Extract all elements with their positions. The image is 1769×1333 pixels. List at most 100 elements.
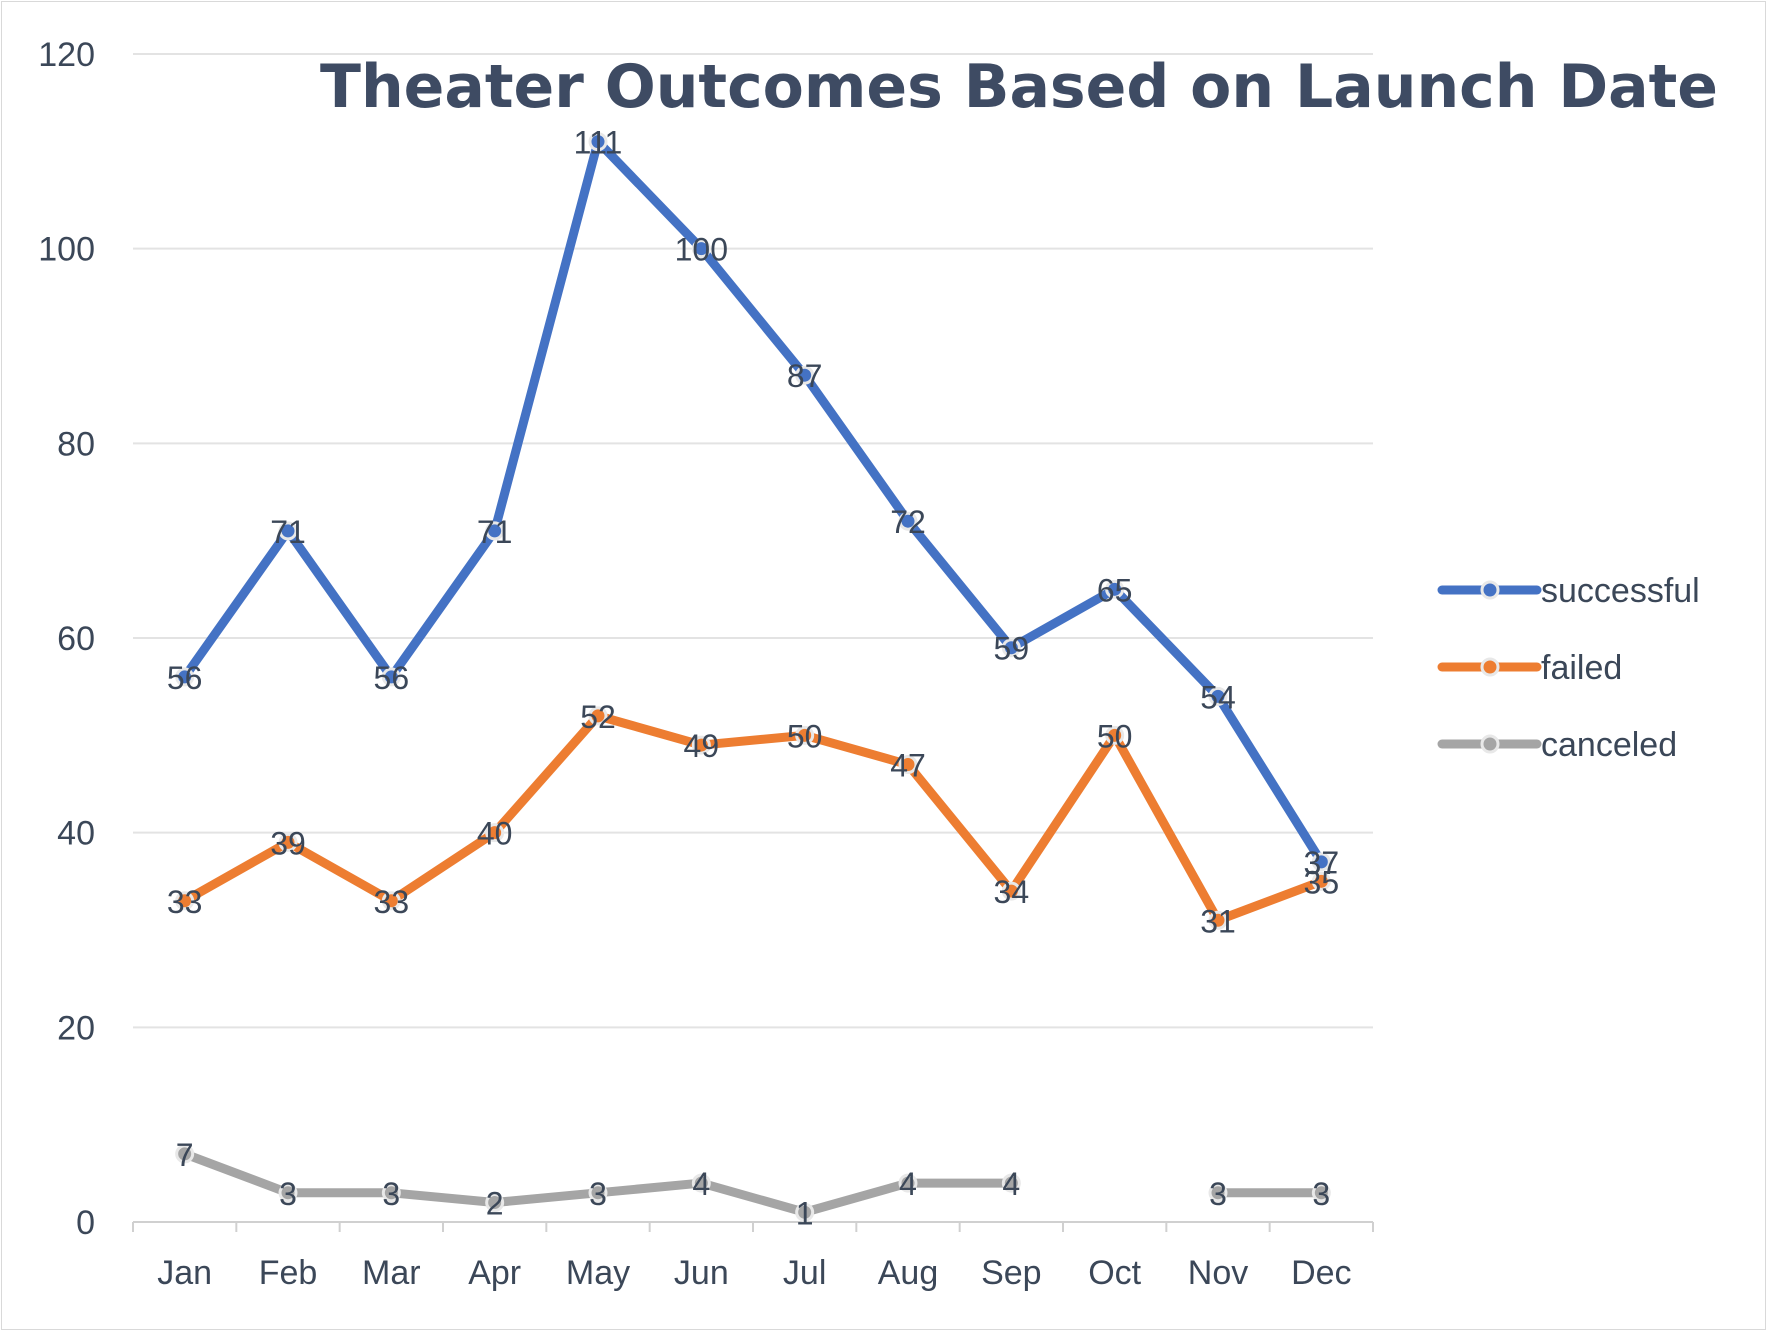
series-canceled — [175, 1144, 1331, 1222]
data-label-successful-feb: 71 — [270, 514, 306, 550]
x-tick-label-dec: Dec — [1291, 1254, 1351, 1292]
point-successful-dec[interactable] — [1311, 852, 1331, 872]
x-tick-label-aug: Aug — [878, 1254, 939, 1292]
point-failed-sep[interactable] — [1001, 881, 1021, 901]
data-label-failed-nov: 31 — [1200, 903, 1236, 939]
point-canceled-aug[interactable] — [898, 1173, 918, 1193]
data-label-successful-may: 111 — [574, 125, 623, 161]
legend-marker-canceled — [1480, 734, 1500, 754]
point-successful-jul[interactable] — [795, 365, 815, 385]
point-canceled-mar[interactable] — [381, 1183, 401, 1203]
data-label-failed-may: 52 — [580, 699, 616, 735]
point-canceled-feb[interactable] — [278, 1183, 298, 1203]
series-failed — [175, 706, 1331, 930]
data-label-successful-jan: 56 — [167, 660, 203, 696]
series-successful — [175, 132, 1331, 872]
point-failed-jun[interactable] — [691, 735, 711, 755]
data-label-canceled-jan: 7 — [176, 1137, 194, 1173]
x-tick-label-jun: Jun — [674, 1254, 729, 1292]
y-tick-label: 40 — [57, 815, 95, 853]
data-label-canceled-may: 3 — [589, 1176, 607, 1212]
point-successful-nov[interactable] — [1208, 686, 1228, 706]
gridlines — [133, 53, 1373, 1029]
point-canceled-nov[interactable] — [1208, 1183, 1228, 1203]
point-successful-oct[interactable] — [1105, 579, 1125, 599]
axes: 0 20 40 60 80 100 120 Jan Feb Mar Apr May Jun Jul Aug S… — [38, 36, 1374, 1292]
y-tick-label: 0 — [76, 1204, 95, 1242]
data-label-canceled-dec: 3 — [1312, 1176, 1330, 1212]
point-canceled-jul[interactable] — [795, 1202, 815, 1222]
point-failed-jan[interactable] — [175, 891, 195, 911]
data-label-canceled-jun: 4 — [692, 1166, 710, 1202]
point-successful-aug[interactable] — [898, 511, 918, 531]
data-label-canceled-feb: 3 — [279, 1176, 297, 1212]
point-failed-nov[interactable] — [1208, 910, 1228, 930]
point-failed-may[interactable] — [588, 706, 608, 726]
point-failed-oct[interactable] — [1105, 725, 1125, 745]
data-label-canceled-aug: 4 — [899, 1166, 917, 1202]
data-label-successful-nov: 54 — [1200, 679, 1236, 715]
point-canceled-may[interactable] — [588, 1183, 608, 1203]
point-successful-jan[interactable] — [175, 667, 195, 687]
y-tick-label: 120 — [38, 36, 95, 74]
x-tick-label-may: May — [566, 1254, 630, 1292]
legend-marker-successful — [1480, 580, 1500, 600]
point-successful-mar[interactable] — [381, 667, 401, 687]
point-canceled-jun[interactable] — [691, 1173, 711, 1193]
legend-marker-failed — [1480, 657, 1500, 677]
point-successful-may[interactable] — [588, 132, 608, 152]
legend-item-failed[interactable]: failed — [1437, 649, 1622, 687]
point-failed-dec[interactable] — [1311, 871, 1331, 891]
x-tick-label-mar: Mar — [362, 1254, 421, 1292]
data-label-successful-jul: 87 — [787, 358, 823, 394]
point-canceled-jan[interactable] — [175, 1144, 195, 1164]
data-label-successful-sep: 59 — [994, 631, 1030, 667]
data-label-canceled-apr: 2 — [486, 1186, 504, 1222]
legend-label-failed: failed — [1541, 649, 1622, 687]
data-label-successful-dec: 37 — [1304, 845, 1340, 881]
x-tick-label-oct: Oct — [1088, 1254, 1141, 1292]
data-label-failed-apr: 40 — [477, 816, 513, 852]
data-label-successful-oct: 65 — [1097, 572, 1133, 608]
data-label-failed-mar: 33 — [374, 884, 410, 920]
point-failed-mar[interactable] — [381, 891, 401, 911]
y-tick-label: 80 — [57, 425, 95, 463]
x-tick-label-apr: Apr — [468, 1254, 521, 1292]
point-canceled-sep[interactable] — [1001, 1173, 1021, 1193]
point-canceled-apr[interactable] — [485, 1193, 505, 1213]
point-failed-jul[interactable] — [795, 725, 815, 745]
y-tick-label: 20 — [57, 1009, 95, 1047]
point-failed-aug[interactable] — [898, 755, 918, 775]
series-line-successful — [180, 137, 1326, 867]
data-label-successful-jun: 100 — [675, 232, 728, 268]
point-failed-feb[interactable] — [278, 832, 298, 852]
point-successful-feb[interactable] — [278, 521, 298, 541]
point-failed-apr[interactable] — [485, 823, 505, 843]
data-label-failed-aug: 47 — [890, 748, 926, 784]
data-label-canceled-nov: 3 — [1209, 1176, 1227, 1212]
point-successful-apr[interactable] — [485, 521, 505, 541]
x-tick-label-feb: Feb — [259, 1254, 318, 1292]
x-tick-label-sep: Sep — [981, 1254, 1042, 1292]
point-successful-sep[interactable] — [1001, 638, 1021, 658]
point-successful-jun[interactable] — [691, 239, 711, 259]
y-tick-label: 60 — [57, 620, 95, 658]
data-label-failed-feb: 39 — [270, 825, 306, 861]
legend-item-canceled[interactable]: canceled — [1437, 726, 1677, 764]
x-tick-label-jul: Jul — [783, 1254, 826, 1292]
y-tick-label: 100 — [38, 231, 95, 269]
x-tick-label-nov: Nov — [1188, 1254, 1248, 1292]
data-label-successful-mar: 56 — [374, 660, 410, 696]
series-lines — [175, 132, 1331, 1222]
legend-label-canceled: canceled — [1541, 726, 1677, 764]
point-canceled-dec[interactable] — [1311, 1183, 1331, 1203]
data-label-successful-apr: 71 — [477, 514, 513, 550]
data-label-successful-aug: 72 — [890, 504, 926, 540]
legend-item-successful[interactable]: successful — [1437, 572, 1700, 610]
data-label-failed-sep: 34 — [994, 874, 1030, 910]
data-label-failed-jan: 33 — [167, 884, 203, 920]
legend-label-successful: successful — [1541, 572, 1700, 610]
